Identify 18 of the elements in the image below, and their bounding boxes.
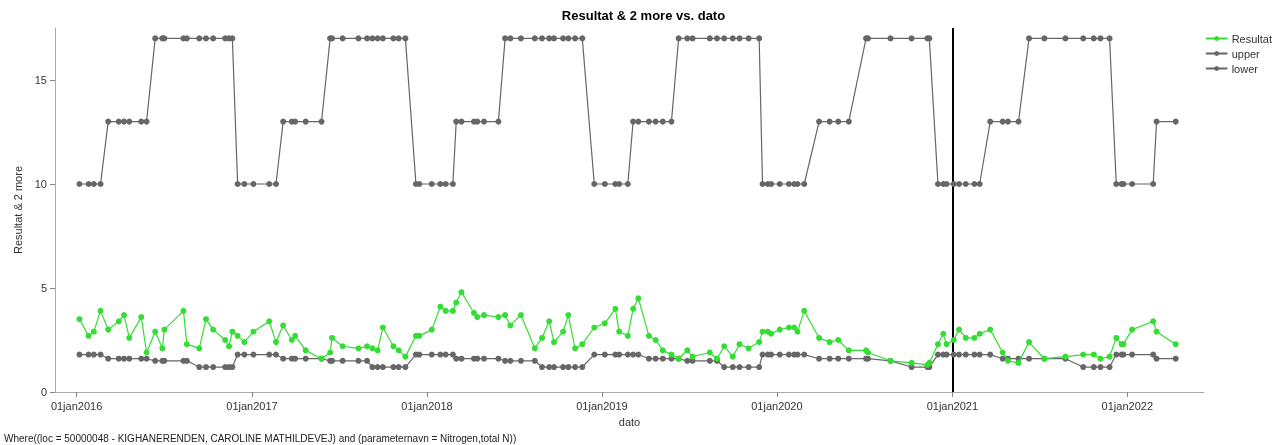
y-tick-label: 0 [40,386,47,398]
legend-label: Resultat [1231,32,1273,45]
text: Where((loc = 50000048 - KIGHANERENDEN, CAROLINE MATHILDEVEJ) and (parameternavn = Nitrogen,total N)) [4,432,517,444]
y-tick-label: 5 [40,282,47,294]
chart-title: Resultat & 2 more vs. dato [561,8,726,23]
legend-label: upper [1231,47,1261,60]
x-tick-label: 01jan2020 [751,399,803,412]
legend-label: lower [1231,62,1259,75]
x-tick-label: 01jan2021 [926,399,979,412]
y-tick-label: 15 [34,74,47,86]
x-tick-label: 01jan2018 [401,399,453,412]
x-tick-label: 01jan2022 [1101,399,1153,412]
y-axis-title: Resultat & 2 more [11,165,24,255]
x-axis-title: dato [618,415,641,428]
x-tick-label: 01jan2017 [226,399,278,412]
y-tick-label: 10 [34,178,47,190]
x-tick-label: 01jan2016 [50,399,103,412]
x-tick-label: 01jan2019 [576,399,628,412]
